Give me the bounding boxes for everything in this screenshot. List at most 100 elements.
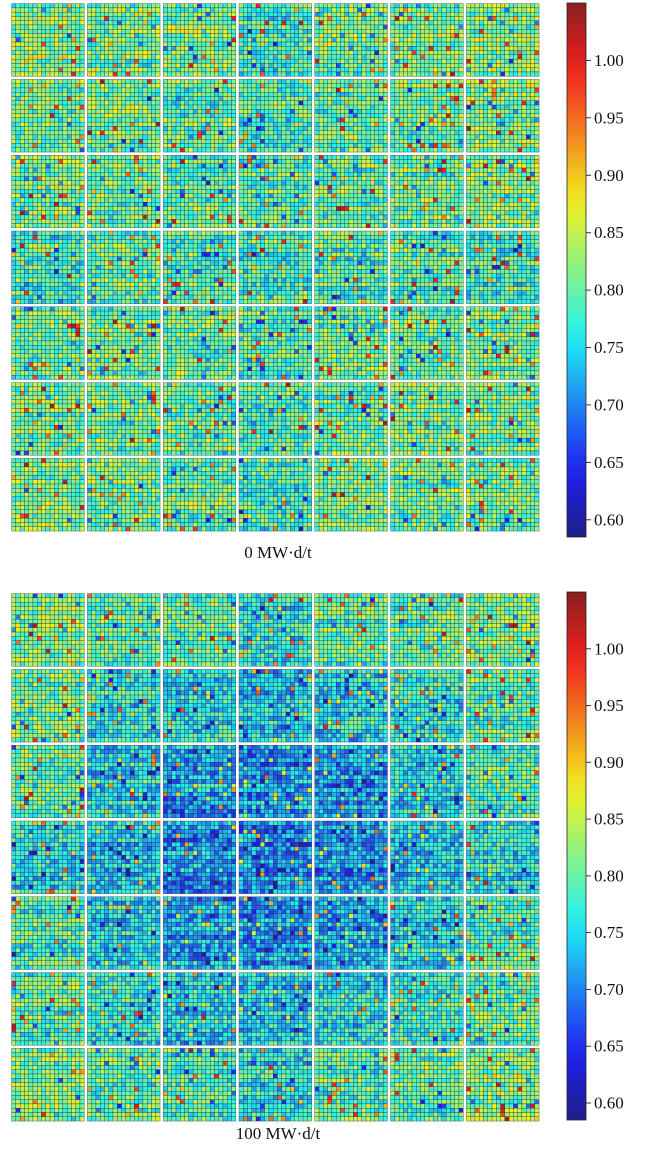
rod-cell	[214, 50, 219, 56]
rod-cell	[370, 126, 375, 131]
rod-cell	[58, 223, 64, 229]
rod-cell	[390, 29, 396, 34]
rod-cell	[222, 58, 228, 64]
rod-cell	[45, 155, 51, 160]
rod-cell	[290, 143, 295, 148]
rod-cell	[58, 63, 64, 68]
rod-cell	[398, 37, 404, 43]
rod-cell	[214, 159, 219, 164]
rod-cell	[353, 121, 358, 127]
rod-cell	[483, 3, 488, 9]
rod-cell	[155, 71, 161, 77]
rod-cell	[433, 63, 438, 68]
rod-cell	[15, 113, 21, 119]
rod-cell	[302, 71, 308, 77]
rod-cell	[201, 3, 207, 9]
rod-cell	[294, 96, 300, 101]
rod-cell	[394, 83, 400, 89]
rod-cell	[129, 41, 135, 47]
rod-cell	[108, 63, 114, 68]
rod-cell	[163, 87, 168, 93]
rod-cell	[28, 219, 34, 224]
rod-cell	[420, 96, 425, 101]
rod-cell	[268, 16, 274, 21]
rod-cell	[243, 7, 248, 13]
rod-cell	[62, 121, 68, 127]
rod-cell	[184, 100, 190, 106]
rod-cell	[285, 96, 291, 101]
rod-cell	[454, 134, 460, 140]
rod-cell	[513, 139, 518, 144]
rod-cell	[11, 210, 17, 216]
rod-cell	[192, 33, 198, 38]
rod-cell	[470, 100, 476, 106]
rod-cell	[411, 58, 417, 64]
rod-cell	[374, 29, 380, 34]
rod-cell	[71, 130, 76, 136]
rod-cell	[24, 96, 29, 101]
rod-cell	[188, 16, 194, 21]
rod-cell	[247, 155, 253, 160]
rod-cell	[71, 16, 76, 21]
rod-cell	[487, 46, 493, 51]
rod-cell	[24, 121, 29, 127]
rod-cell	[167, 20, 172, 26]
rod-cell	[302, 3, 308, 9]
rod-cell	[95, 24, 101, 30]
rod-cell	[11, 214, 17, 220]
rod-cell	[285, 50, 291, 56]
rod-cell	[75, 139, 81, 144]
rod-cell	[49, 167, 55, 173]
rod-cell	[437, 113, 443, 119]
rod-cell	[294, 16, 300, 21]
rod-cell	[37, 176, 42, 182]
rod-cell	[441, 11, 447, 17]
rod-cell	[75, 155, 81, 160]
rod-cell	[91, 63, 97, 68]
rod-cell	[167, 193, 172, 199]
rod-cell	[28, 71, 34, 77]
rod-cell	[474, 41, 480, 47]
rod-cell	[348, 96, 354, 101]
rod-cell	[138, 172, 144, 177]
rod-cell	[58, 147, 64, 153]
rod-cell	[361, 109, 367, 114]
rod-cell	[75, 3, 81, 9]
rod-cell	[163, 3, 168, 9]
rod-cell	[19, 172, 25, 177]
rod-cell	[37, 71, 42, 77]
rod-cell	[32, 67, 38, 73]
rod-cell	[147, 24, 152, 30]
rod-cell	[251, 20, 257, 26]
rod-cell	[302, 134, 308, 140]
rod-cell	[49, 206, 55, 211]
rod-cell	[75, 109, 81, 114]
rod-cell	[79, 16, 85, 21]
rod-cell	[54, 92, 59, 97]
rod-cell	[142, 3, 148, 9]
rod-cell	[251, 139, 257, 144]
rod-cell	[247, 87, 253, 93]
rod-cell	[323, 54, 328, 60]
rod-cell	[45, 79, 51, 84]
rod-cell	[437, 33, 443, 38]
rod-cell	[264, 50, 270, 56]
rod-cell	[32, 46, 38, 51]
rod-cell	[466, 11, 471, 17]
rod-cell	[192, 20, 198, 26]
rod-cell	[474, 126, 480, 131]
rod-cell	[530, 139, 535, 144]
rod-cell	[247, 7, 253, 13]
rod-cell	[496, 113, 501, 119]
rod-cell	[151, 33, 156, 38]
rod-cell	[54, 113, 59, 119]
rod-cell	[534, 33, 540, 38]
rod-cell	[210, 163, 215, 169]
rod-cell	[188, 176, 194, 182]
rod-cell	[302, 92, 308, 97]
rod-cell	[108, 46, 114, 51]
rod-cell	[58, 41, 64, 47]
rod-cell	[121, 29, 127, 34]
rod-cell	[294, 29, 300, 34]
rod-cell	[41, 184, 46, 190]
